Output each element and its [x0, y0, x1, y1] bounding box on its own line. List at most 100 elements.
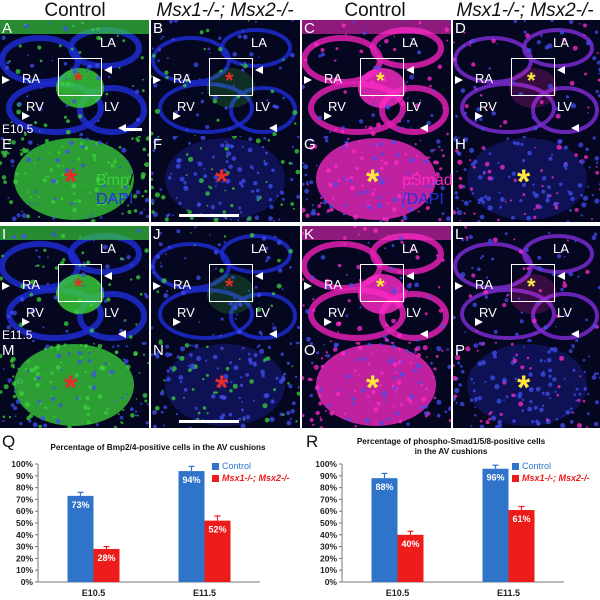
- cell-speckle: [371, 143, 375, 146]
- cell-speckle: [198, 178, 204, 184]
- cell-speckle: [60, 145, 64, 148]
- cell-speckle: [249, 233, 255, 238]
- cell-speckle: [494, 384, 500, 390]
- cell-speckle: [245, 415, 250, 420]
- cell-speckle: [559, 355, 565, 361]
- cell-speckle: [469, 200, 472, 203]
- cell-speckle: [224, 287, 226, 289]
- cell-speckle: [160, 410, 164, 414]
- cell-speckle: [231, 187, 235, 190]
- tissue-outline: [379, 291, 449, 341]
- cell-speckle: [469, 398, 474, 402]
- cell-speckle: [292, 110, 298, 116]
- cell-speckle: [377, 202, 381, 206]
- cell-speckle: [230, 380, 233, 384]
- cell-speckle: [247, 352, 251, 356]
- cell-speckle: [359, 190, 364, 196]
- cell-speckle: [344, 142, 349, 147]
- cell-speckle: [266, 255, 271, 260]
- cell-speckle: [575, 387, 579, 391]
- cell-speckle: [393, 35, 396, 38]
- cell-speckle: [453, 41, 455, 44]
- cell-speckle: [104, 172, 108, 175]
- cell-speckle: [13, 390, 16, 393]
- panel-letter: G: [304, 136, 316, 153]
- cell-speckle: [290, 417, 293, 420]
- cell-speckle: [21, 233, 27, 239]
- cell-speckle: [320, 364, 325, 369]
- cell-speckle: [359, 49, 364, 54]
- cell-speckle: [118, 145, 122, 149]
- chamber-label-lv: LV: [406, 305, 421, 320]
- cell-speckle: [193, 244, 196, 247]
- cell-speckle: [455, 195, 459, 200]
- cell-speckle: [272, 326, 277, 331]
- cell-speckle: [366, 395, 369, 398]
- cell-speckle: [381, 217, 386, 222]
- cell-speckle: [65, 329, 69, 333]
- cell-speckle: [65, 104, 69, 108]
- cell-speckle: [594, 156, 600, 161]
- cell-speckle: [592, 56, 597, 61]
- cell-speckle: [472, 302, 478, 308]
- cell-speckle: [459, 219, 462, 222]
- cell-speckle: [409, 183, 412, 186]
- cell-speckle: [70, 47, 74, 51]
- cell-speckle: [475, 329, 478, 332]
- cell-speckle: [241, 145, 244, 148]
- cell-speckle: [337, 179, 341, 183]
- cell-speckle: [568, 349, 573, 354]
- cell-speckle: [53, 415, 56, 419]
- cell-speckle: [37, 143, 39, 146]
- cell-speckle: [196, 275, 201, 280]
- cell-speckle: [569, 420, 574, 424]
- cell-speckle: [194, 406, 198, 410]
- arrowhead-icon: [22, 112, 30, 120]
- cell-speckle: [325, 278, 329, 282]
- micrograph-image: [151, 136, 300, 222]
- cell-speckle: [42, 326, 45, 329]
- cell-speckle: [496, 43, 498, 45]
- cell-speckle: [276, 283, 282, 289]
- cell-speckle: [458, 184, 464, 189]
- chart-r-title: Percentage of phospho-Smad1/5/8-positive…: [326, 437, 576, 457]
- cell-speckle: [73, 309, 79, 315]
- cell-speckle: [313, 364, 319, 370]
- bar-value-label: 40%: [401, 539, 419, 549]
- av-cushion-region: [207, 274, 255, 314]
- cell-speckle: [153, 83, 158, 88]
- cell-speckle: [19, 149, 22, 152]
- cell-speckle: [399, 372, 405, 377]
- cell-speckle: [417, 50, 422, 55]
- cell-speckle: [29, 195, 32, 199]
- cell-speckle: [592, 324, 597, 329]
- cell-speckle: [189, 426, 192, 428]
- cell-speckle: [448, 406, 451, 412]
- cell-speckle: [436, 413, 441, 418]
- cell-speckle: [166, 57, 169, 60]
- cell-speckle: [453, 364, 456, 367]
- cell-speckle: [23, 132, 27, 136]
- cell-speckle: [380, 159, 383, 162]
- cell-speckle: [585, 426, 589, 428]
- cell-speckle: [545, 198, 550, 203]
- cell-speckle: [408, 207, 414, 212]
- cell-speckle: [385, 104, 391, 110]
- cell-speckle: [0, 161, 3, 166]
- cell-speckle: [432, 89, 435, 92]
- cell-speckle: [309, 393, 313, 398]
- cell-speckle: [395, 411, 399, 416]
- cell-speckle: [446, 20, 449, 22]
- cell-speckle: [307, 377, 312, 381]
- cell-speckle: [86, 420, 91, 425]
- tissue-outline: [308, 81, 406, 135]
- cell-speckle: [341, 23, 346, 28]
- cell-speckle: [191, 388, 195, 391]
- panel-letter: I: [2, 226, 7, 243]
- cell-speckle: [111, 196, 115, 200]
- cell-speckle: [38, 255, 41, 259]
- cell-speckle: [162, 424, 165, 427]
- arrowhead-icon: [104, 66, 112, 74]
- cell-speckle: [596, 52, 599, 55]
- arrowhead-icon: [324, 318, 332, 326]
